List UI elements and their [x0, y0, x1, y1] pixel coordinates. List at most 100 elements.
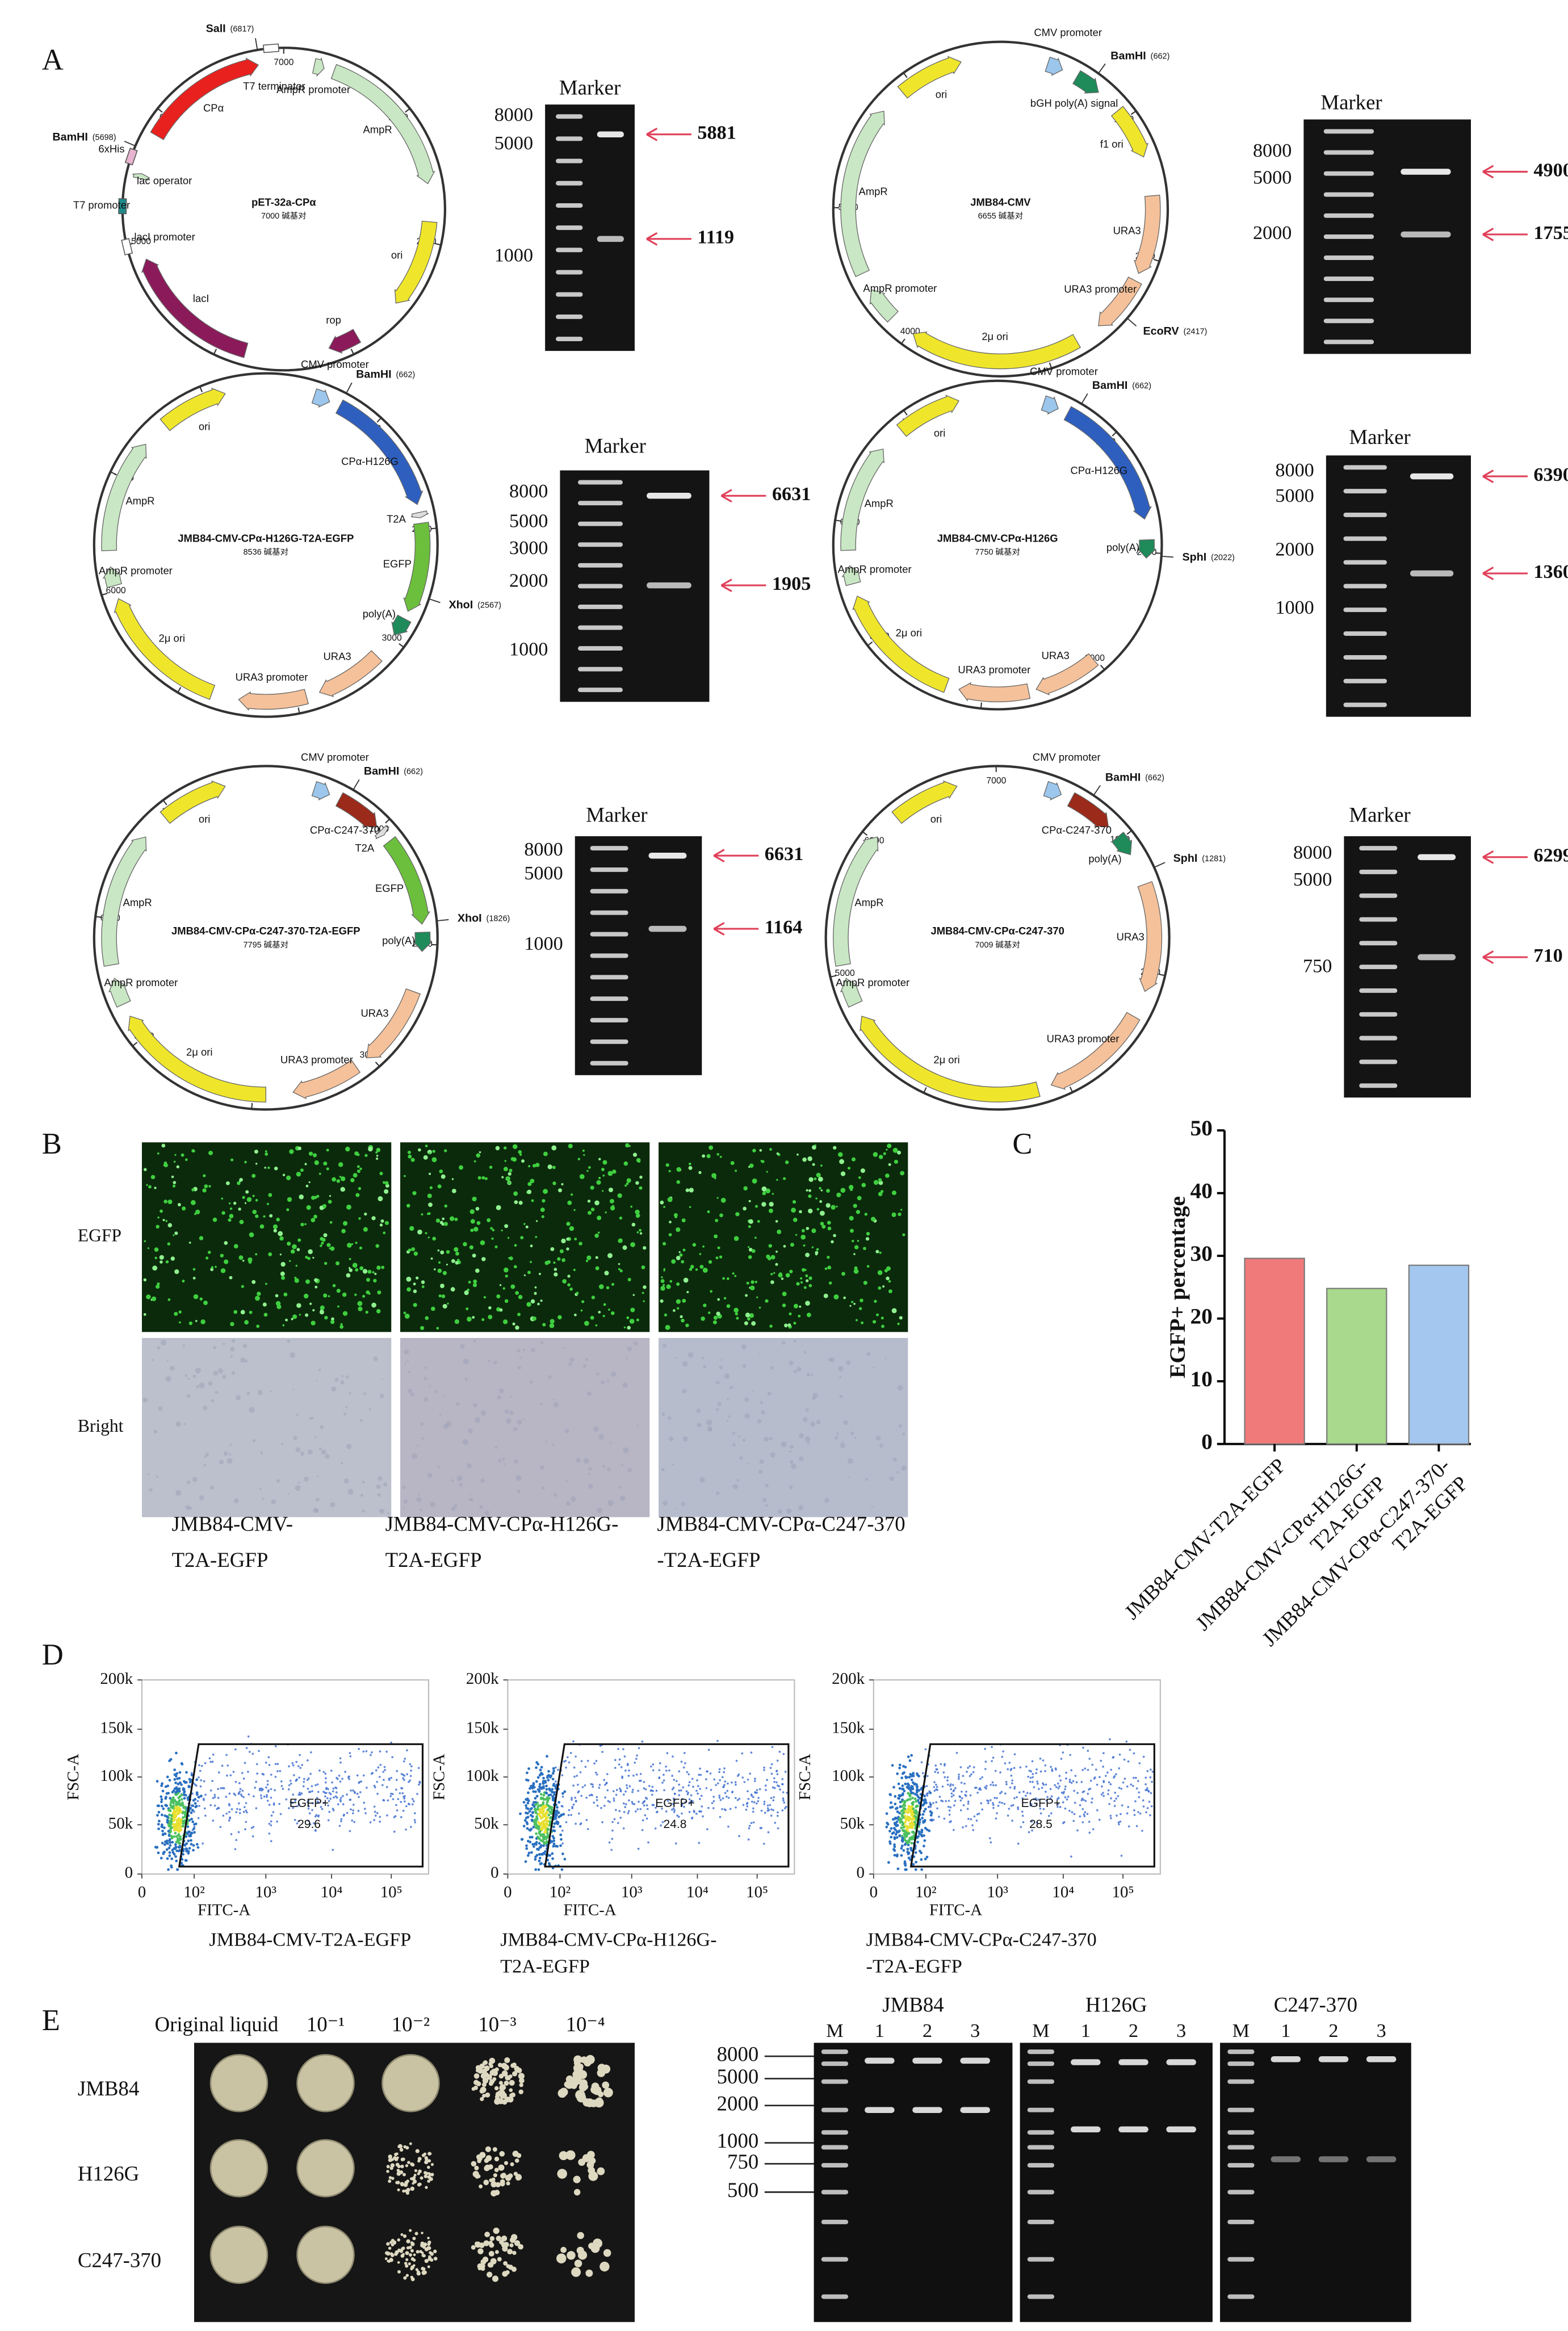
event-dot	[547, 1793, 551, 1797]
cell-dot	[300, 1222, 304, 1227]
cell-dot	[346, 1204, 351, 1210]
cell-texture	[383, 1482, 388, 1487]
cell-dot	[473, 1279, 477, 1284]
event-dot	[624, 1803, 627, 1805]
cell-dot	[857, 1239, 860, 1242]
cell-texture	[379, 1394, 384, 1398]
arrow-head	[713, 922, 725, 936]
cell-dot	[280, 1271, 285, 1276]
cell-dot	[220, 1268, 226, 1273]
event-dot	[228, 1810, 230, 1813]
cell-dot	[297, 1146, 301, 1151]
band-label: 710	[1366, 2175, 1395, 2196]
event-dot	[898, 1819, 902, 1822]
cell-dot	[840, 1171, 846, 1176]
event-dot	[562, 1813, 565, 1816]
colony-spot	[209, 2225, 269, 2284]
cell-dot	[768, 1256, 772, 1261]
event-dot	[552, 1825, 555, 1829]
cell-dot	[436, 1327, 439, 1330]
cell-dot	[435, 1218, 441, 1223]
event-dot	[163, 1840, 167, 1843]
event-dot	[552, 1837, 555, 1840]
event-dot	[1065, 1771, 1067, 1774]
event-dot	[1033, 1798, 1035, 1800]
event-dot	[258, 1789, 261, 1792]
cell-dot	[752, 1148, 756, 1152]
colony	[471, 2087, 476, 2091]
plasmid-tick	[199, 386, 203, 392]
event-dot	[1062, 1792, 1065, 1795]
event-dot	[307, 1819, 309, 1822]
cell-dot	[602, 1315, 605, 1318]
event-dot	[1032, 1773, 1034, 1775]
cell-texture	[839, 1376, 842, 1378]
event-dot	[910, 1778, 913, 1781]
event-dot	[1011, 1779, 1014, 1782]
cell-dot	[747, 1317, 751, 1321]
cell-texture	[480, 1478, 485, 1483]
plasmid-map: 1000200030004000500060007000CMV promoter…	[832, 365, 1235, 711]
colony	[497, 2257, 502, 2262]
event-dot	[187, 1852, 190, 1855]
colony-spot	[296, 2054, 355, 2112]
event-dot	[615, 1793, 618, 1796]
colony	[509, 2080, 515, 2086]
event-dot	[196, 1846, 200, 1849]
event-dot	[1049, 1797, 1052, 1800]
event-dot	[901, 1784, 904, 1788]
cell-dot	[814, 1177, 817, 1180]
sample-band	[1071, 2059, 1101, 2065]
event-dot	[266, 1800, 269, 1802]
cell-texture	[205, 1453, 209, 1457]
ladder-band	[1343, 536, 1387, 541]
event-dot	[385, 1786, 388, 1788]
event-dot	[1138, 1791, 1141, 1794]
event-dot	[628, 1785, 631, 1788]
event-dot	[1087, 1792, 1089, 1795]
x-tick-label: 10⁵	[746, 1883, 768, 1901]
cell-texture	[330, 1502, 336, 1508]
event-dot	[958, 1776, 960, 1778]
event-dot	[1075, 1781, 1078, 1784]
event-dot	[585, 1819, 588, 1821]
event-dot	[326, 1797, 329, 1800]
event-dot	[534, 1812, 538, 1814]
event-dot	[530, 1807, 533, 1810]
event-dot	[292, 1764, 295, 1767]
event-dot	[195, 1778, 198, 1781]
cell-dot	[476, 1221, 481, 1225]
cell-dot	[872, 1320, 877, 1324]
cell-dot	[449, 1216, 455, 1221]
sample-band	[1418, 854, 1456, 861]
event-dot	[895, 1830, 899, 1833]
cell-dot	[321, 1242, 324, 1245]
cell-dot	[442, 1303, 447, 1309]
event-dot	[540, 1852, 543, 1856]
cell-texture	[183, 1423, 186, 1426]
event-dot	[912, 1774, 915, 1777]
event-dot	[540, 1811, 543, 1814]
feature-arc	[128, 1016, 266, 1102]
event-dot	[527, 1767, 530, 1770]
feature-label: CMV promoter	[301, 358, 369, 370]
event-dot	[341, 1777, 343, 1780]
event-dot	[783, 1807, 786, 1810]
event-dot	[588, 1794, 591, 1797]
cell-texture	[732, 1443, 736, 1447]
event-dot	[713, 1778, 716, 1781]
cell-dot	[328, 1200, 332, 1204]
colony	[603, 2087, 613, 2098]
event-dot	[168, 1813, 171, 1817]
event-dot	[1081, 1768, 1084, 1771]
event-dot	[1108, 1802, 1110, 1805]
event-dot	[923, 1810, 926, 1813]
cell-dot	[307, 1256, 311, 1260]
cell-dot	[296, 1303, 301, 1308]
event-dot	[290, 1782, 292, 1785]
event-dot	[191, 1792, 194, 1795]
event-dot	[543, 1835, 547, 1839]
cell-dot	[551, 1145, 557, 1151]
colony	[494, 2250, 499, 2254]
cell-texture	[896, 1471, 899, 1474]
